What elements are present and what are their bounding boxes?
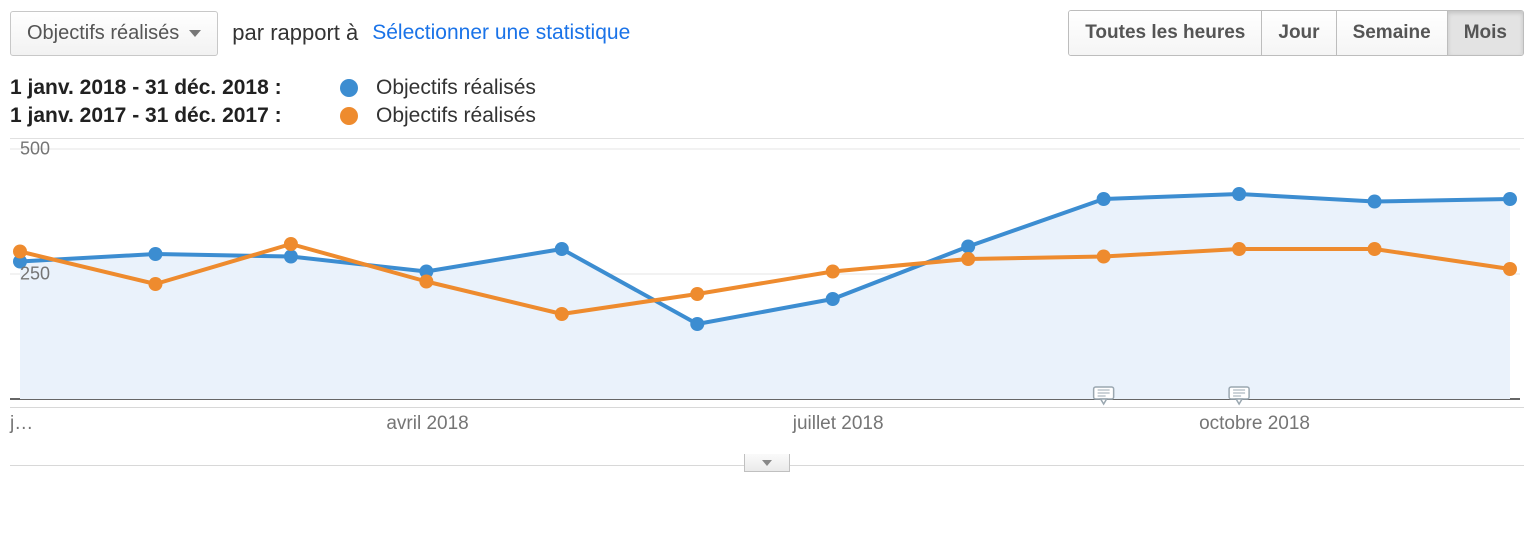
legend-row: 1 janv. 2018 - 31 déc. 2018 : Objectifs … [10,76,1524,100]
expand-panel-button[interactable] [744,454,790,472]
chevron-down-icon [762,460,772,466]
time-button-week[interactable]: Semaine [1336,11,1447,55]
footer-divider [10,436,1524,466]
time-button-month[interactable]: Mois [1447,11,1523,55]
x-axis-label: octobre 2018 [1199,413,1310,435]
metric-dropdown[interactable]: Objectifs réalisés [10,11,218,56]
select-statistic-link[interactable]: Sélectionner une statistique [372,21,630,45]
legend-range: 1 janv. 2017 - 31 déc. 2017 : [10,104,330,128]
time-button-hours[interactable]: Toutes les heures [1069,11,1261,55]
time-granularity-toggle: Toutes les heures Jour Semaine Mois [1068,10,1524,56]
compare-label: par rapport à [232,20,358,46]
legend-range: 1 janv. 2018 - 31 déc. 2018 : [10,76,330,100]
y-axis-label: 500 [20,139,50,160]
legend-swatch [340,107,358,125]
x-axis-label: avril 2018 [386,413,468,435]
toolbar: Objectifs réalisés par rapport à Sélecti… [10,10,1524,56]
time-button-day[interactable]: Jour [1261,11,1335,55]
y-axis-label: 250 [20,264,50,285]
x-axis-label: juillet 2018 [793,413,884,435]
metric-dropdown-label: Objectifs réalisés [27,22,179,45]
chevron-down-icon [189,30,201,37]
x-axis-label: j… [10,413,33,435]
legend-row: 1 janv. 2017 - 31 déc. 2017 : Objectifs … [10,104,1524,128]
legend-swatch [340,79,358,97]
chart-container: 250500j…avril 2018juillet 2018octobre 20… [10,138,1524,408]
legend-series-label: Objectifs réalisés [376,104,536,128]
legend-series-label: Objectifs réalisés [376,76,536,100]
legend: 1 janv. 2018 - 31 déc. 2018 : Objectifs … [10,76,1524,128]
line-chart [10,139,1520,409]
